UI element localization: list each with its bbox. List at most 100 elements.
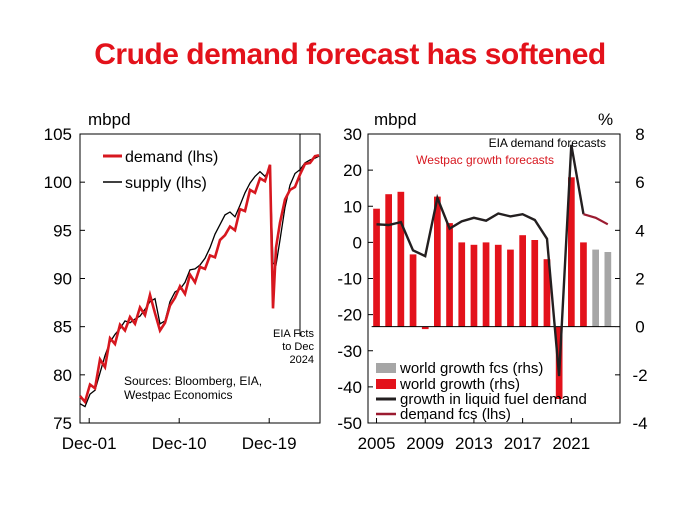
eia-forecast-note: EIA demand forecasts	[489, 136, 606, 150]
world-growth-bar-2014	[482, 242, 490, 327]
right-right-y-tick-3: 2	[615, 270, 645, 289]
right-x-tick-1: 2009	[406, 418, 444, 453]
legend-world-growth-label: world growth (rhs)	[399, 376, 520, 393]
right-right-y-tick-6: 8	[615, 125, 645, 144]
right-left-y-tick-label: -40	[337, 378, 362, 397]
world-growth-bar-2009	[421, 326, 429, 330]
right-left-y-tick-label: -10	[337, 270, 362, 289]
world-growth-bar-2005	[373, 208, 380, 327]
right-left-y-tick-1: -40	[337, 378, 373, 397]
right-right-y-tick-0: -4	[615, 414, 648, 433]
forecast-note-line1: EIA Fcts	[273, 328, 314, 340]
legend-world-growth-fcs-label: world growth fcs (rhs)	[399, 360, 543, 377]
left-x-tick-label: Dec-19	[242, 434, 297, 453]
right-right-y-tick-label: -2	[632, 366, 647, 385]
right-left-y-tick-label: 20	[343, 161, 362, 180]
world-growth-bar-2013	[470, 244, 478, 327]
growth-liquid-fuel-line	[376, 144, 585, 377]
right-x-tick-3: 2017	[504, 418, 542, 453]
right-left-y-tick-label: -50	[337, 414, 362, 433]
legend-supply-label: supply (lhs)	[125, 175, 207, 192]
world-growth-bar-2017	[519, 235, 526, 327]
right-left-y-tick-label: -30	[337, 342, 362, 361]
left-y-tick-label: 90	[53, 270, 72, 289]
world-growth-bar-2015	[494, 244, 502, 327]
world-growth-fcs-bar-2024	[604, 252, 612, 327]
right-x-tick-4: 2021	[552, 418, 590, 453]
world-growth-bar-2008	[409, 254, 417, 327]
right-left-y-tick-label: 10	[343, 197, 362, 216]
left-x-tick-label: Dec-01	[62, 434, 117, 453]
right-left-y-tick-8: 30	[343, 125, 373, 144]
left-chart: mbpd 75 80 85 90 95 100 105 Dec-01 Dec-10 Dec-19…	[44, 110, 321, 453]
left-x-tick-label: Dec-10	[152, 434, 207, 453]
left-y-tick-label: 85	[53, 318, 72, 337]
right-left-y-tick-label: 0	[353, 233, 362, 252]
right-right-y-tick-5: 6	[615, 173, 645, 192]
right-x-tick-label: 2005	[358, 434, 396, 453]
left-y-tick-5: 100	[44, 173, 85, 192]
right-left-y-tick-0: -50	[337, 414, 373, 433]
forecast-note-line2: to Dec	[282, 341, 314, 353]
world-growth-bar-2019	[543, 259, 551, 327]
right-x-tick-label: 2009	[406, 434, 444, 453]
page-title: Crude demand forecast has softened	[94, 38, 606, 71]
demand-fcs-line	[583, 213, 609, 226]
legend-growth-liquid-label: growth in liquid fuel demand	[400, 391, 587, 408]
supply-series-line	[79, 155, 320, 408]
forecast-note-line3: 2024	[290, 354, 314, 366]
left-y-tick-6: 105	[44, 125, 85, 144]
left-x-tick-2: Dec-19	[242, 418, 297, 453]
source-note-line1: Sources: Bloomberg, EIA,	[124, 374, 262, 388]
world-growth-bar-2022	[580, 242, 587, 327]
right-right-y-tick-label: 0	[635, 318, 644, 337]
world-growth-bar-2011	[446, 223, 453, 327]
world-growth-bar-2006	[385, 194, 392, 327]
world-growth-bar-2018	[531, 240, 539, 327]
left-y-tick-label: 100	[44, 173, 72, 192]
source-note-line2: Westpac Economics	[124, 388, 233, 402]
right-left-y-tick-2: -30	[337, 342, 373, 361]
westpac-forecast-note: Westpac growth forecasts	[416, 153, 554, 167]
left-y-tick-label: 95	[53, 221, 72, 240]
right-left-y-tick-label: 30	[343, 125, 362, 144]
left-y-tick-label: 105	[44, 125, 72, 144]
right-left-y-tick-label: -20	[337, 306, 362, 325]
right-right-y-tick-2: 0	[615, 318, 645, 337]
right-y-unit-left: mbpd	[374, 110, 417, 129]
right-left-y-tick-6: 10	[343, 197, 373, 216]
right-left-y-tick-3: -20	[337, 306, 373, 325]
world-growth-bar-2012	[458, 242, 466, 327]
world-growth-fcs-bar-2023	[592, 249, 599, 327]
left-x-tick-1: Dec-10	[152, 418, 207, 453]
legend-demand-fcs-label: demand fcs (lhs)	[400, 406, 511, 423]
right-left-y-tick-7: 20	[343, 161, 373, 180]
right-x-tick-label: 2021	[552, 434, 590, 453]
left-y-tick-label: 80	[53, 366, 72, 385]
left-y-tick-2: 85	[53, 318, 85, 337]
legend-world-growth-fcs-swatch	[376, 363, 396, 373]
right-left-y-tick-5: 0	[353, 233, 373, 252]
left-y-tick-1: 80	[53, 366, 85, 385]
right-x-tick-0: 2005	[358, 418, 396, 453]
world-growth-bar-2016	[507, 249, 514, 327]
right-right-y-tick-1: -2	[615, 366, 648, 385]
right-right-y-tick-label: -4	[632, 414, 647, 433]
left-y-tick-4: 95	[53, 221, 85, 240]
left-x-tick-0: Dec-01	[62, 418, 117, 453]
world-growth-bar-2007	[397, 191, 405, 327]
legend-demand-label: demand (lhs)	[125, 149, 218, 166]
world-growth-bar-2010	[434, 196, 441, 327]
right-right-y-tick-label: 6	[635, 173, 644, 192]
right-right-y-tick-4: 4	[615, 221, 645, 240]
right-x-tick-label: 2013	[455, 434, 493, 453]
left-y-tick-0: 75	[53, 414, 85, 433]
left-y-tick-label: 75	[53, 414, 72, 433]
legend-world-growth-swatch	[376, 379, 396, 389]
right-right-y-tick-label: 4	[635, 221, 644, 240]
right-right-y-tick-label: 8	[635, 125, 644, 144]
right-right-y-tick-label: 2	[635, 270, 644, 289]
right-left-y-tick-4: -10	[337, 270, 373, 289]
